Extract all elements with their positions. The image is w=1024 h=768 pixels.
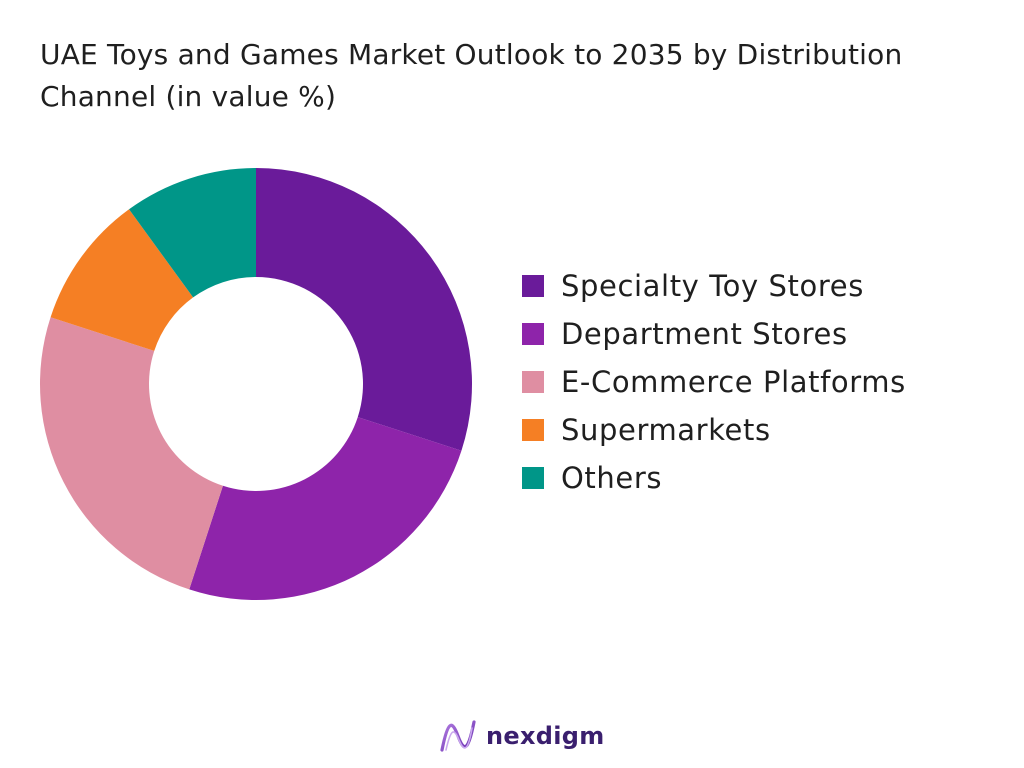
legend-item-e-commerce-platforms: E-Commerce Platforms — [522, 358, 906, 406]
donut-slice-others — [129, 168, 256, 298]
legend-swatch-others — [522, 467, 544, 489]
legend-item-department-stores: Department Stores — [522, 310, 906, 358]
legend-label-e-commerce-platforms: E-Commerce Platforms — [561, 365, 906, 399]
legend-item-supermarkets: Supermarkets — [522, 406, 906, 454]
legend-item-others: Others — [522, 454, 906, 502]
chart-title: UAE Toys and Games Market Outlook to 203… — [40, 38, 903, 113]
legend-label-specialty-toy-stores: Specialty Toy Stores — [561, 269, 864, 303]
legend-item-specialty-toy-stores: Specialty Toy Stores — [522, 262, 906, 310]
nexdigm-wave-logo — [440, 720, 476, 752]
legend-swatch-supermarkets — [522, 419, 544, 441]
legend-label-department-stores: Department Stores — [561, 317, 848, 351]
donut-chart — [39, 168, 473, 600]
donut-slice-e-commerce-platforms — [39, 317, 223, 590]
legend-label-others: Others — [561, 461, 663, 495]
legend-swatch-e-commerce-platforms — [522, 371, 544, 393]
chart-legend: Specialty Toy Stores Department Stores E-C… — [522, 262, 906, 502]
donut-slice-supermarkets — [50, 209, 194, 351]
legend-label-supermarkets: Supermarkets — [561, 413, 771, 447]
legend-swatch-department-stores — [522, 323, 544, 345]
donut-slice-department-stores — [189, 417, 462, 600]
donut-slice-specialty-toy-stores — [256, 168, 473, 451]
brand-footer: nexdigm — [438, 716, 605, 756]
legend-swatch-specialty-toy-stores — [522, 275, 544, 297]
brand-name: nexdigm — [486, 722, 605, 750]
